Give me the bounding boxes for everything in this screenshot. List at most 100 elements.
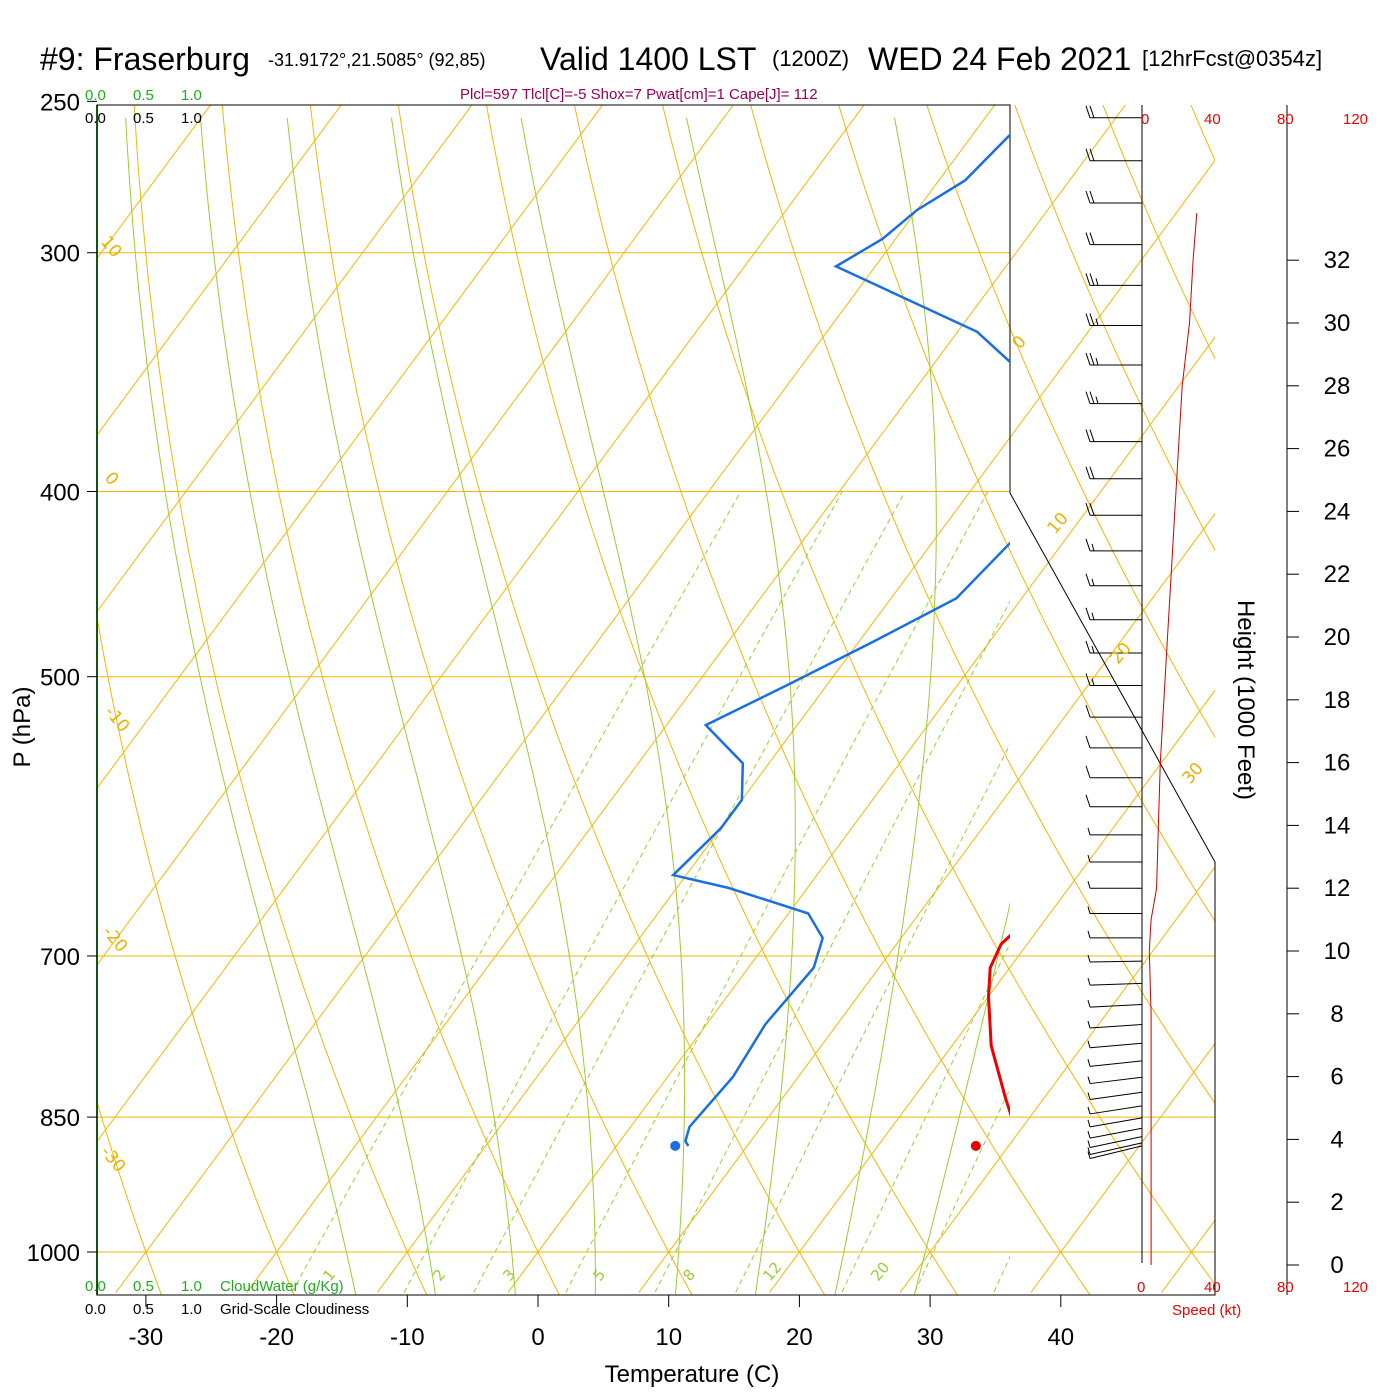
height-tick-label: 8 bbox=[1330, 1001, 1343, 1028]
height-tick-label: 18 bbox=[1324, 687, 1351, 714]
wind-barb bbox=[1085, 232, 1142, 246]
indices-line: Plcl=597 Tlcl[C]=-5 Shox=7 Pwat[cm]=1 Ca… bbox=[460, 86, 818, 103]
wind-barb bbox=[1087, 1076, 1143, 1085]
isotherm-label-left: -10 bbox=[100, 702, 133, 736]
cloudwater-tick-bottom-1: 0.5 bbox=[133, 1278, 154, 1295]
wind-barb-flag bbox=[1085, 148, 1091, 161]
height-tick-label: 26 bbox=[1324, 436, 1351, 463]
speed-tick-bottom-0: 0 bbox=[1137, 1279, 1145, 1296]
wind-barb-staff bbox=[1089, 1127, 1143, 1139]
dry-adiabat bbox=[485, 105, 958, 1295]
wind-barb bbox=[1087, 977, 1143, 986]
wind-barb-flag bbox=[1085, 429, 1091, 442]
wind-barb-staff bbox=[1089, 1117, 1143, 1128]
moist-adiabat bbox=[686, 117, 796, 1295]
height-axis-title: Height (1000 Feet) bbox=[1232, 600, 1259, 800]
wind-barb-flag bbox=[1089, 190, 1095, 204]
x-tick-label: 40 bbox=[1047, 1324, 1074, 1351]
wind-barb-flag bbox=[1085, 313, 1091, 326]
mixing-ratio-label: 20 bbox=[867, 1258, 893, 1284]
wind-barb-flag bbox=[1085, 673, 1091, 686]
dry-adiabat bbox=[750, 105, 1215, 1105]
wind-barb bbox=[1085, 105, 1142, 119]
wind-barb-flag bbox=[1085, 573, 1091, 586]
wind-barb bbox=[1085, 429, 1142, 443]
isotherm-line bbox=[97, 105, 865, 1143]
y-tick-label: 400 bbox=[40, 479, 80, 506]
moist-adiabat bbox=[200, 117, 436, 1295]
cloudwater-tick-2: 1.0 bbox=[181, 87, 202, 104]
height-tick-label: 22 bbox=[1324, 561, 1351, 588]
speed-tick-bottom-3: 120 bbox=[1343, 1279, 1368, 1296]
wind-barb-half bbox=[1087, 854, 1091, 863]
isotherm-label: 20 bbox=[1107, 639, 1136, 668]
wind-barb-flag bbox=[1085, 607, 1091, 620]
isotherm-line bbox=[899, 866, 1215, 1293]
dry-adiabat bbox=[221, 105, 560, 1295]
speed-profile-line bbox=[1148, 213, 1198, 1265]
wind-barb-flag bbox=[1089, 105, 1095, 118]
height-tick-label: 20 bbox=[1324, 624, 1351, 651]
isotherm-line bbox=[97, 105, 342, 436]
title-zulu: (1200Z) bbox=[772, 46, 849, 71]
wind-barb-half bbox=[1095, 396, 1099, 404]
mixing-ratio-line bbox=[563, 491, 989, 1295]
height-tick-label: 32 bbox=[1324, 247, 1351, 274]
wind-barb bbox=[1085, 352, 1142, 366]
wind-barb-flag bbox=[1085, 273, 1091, 286]
cloudiness-label: Grid-Scale Cloudiness bbox=[220, 1301, 369, 1318]
dry-adiabat bbox=[1349, 68, 1400, 1316]
wind-barb-flag bbox=[1085, 538, 1091, 552]
wind-barb-staff bbox=[1089, 1003, 1143, 1008]
wind-barb bbox=[1085, 573, 1142, 587]
height-tick-label: 4 bbox=[1330, 1126, 1343, 1153]
y-tick-label: 500 bbox=[40, 665, 80, 692]
height-tick-label: 6 bbox=[1330, 1064, 1343, 1091]
wind-barb-staff bbox=[1089, 1105, 1143, 1115]
wind-barb-half bbox=[1087, 930, 1091, 938]
dry-adiabat bbox=[1190, 105, 1215, 162]
moist-adiabat bbox=[913, 902, 1010, 1295]
speed-tick-bottom-2: 80 bbox=[1277, 1279, 1294, 1296]
wind-barb-flag bbox=[1085, 765, 1091, 778]
wind-barb bbox=[1087, 1040, 1143, 1049]
wind-barb-staff bbox=[1089, 1136, 1143, 1148]
isotherm-line bbox=[1030, 1042, 1215, 1293]
wind-barb bbox=[1087, 1105, 1143, 1115]
wind-barb-staff bbox=[1089, 1023, 1143, 1029]
cloudiness-tick-bottom-0: 0.0 bbox=[85, 1301, 106, 1318]
wind-barb-half bbox=[1087, 1000, 1091, 1008]
wind-barb-flag bbox=[1085, 105, 1091, 118]
wind-barb-half bbox=[1087, 1106, 1091, 1115]
wind-barb-flag bbox=[1089, 429, 1095, 442]
isotherm-line bbox=[115, 105, 996, 1293]
isotherm-label: 0 bbox=[1009, 332, 1031, 353]
wind-barb-flag bbox=[1085, 704, 1091, 718]
wind-barb-staff bbox=[1089, 982, 1143, 986]
wind-barb bbox=[1085, 607, 1142, 621]
mixing-ratio-line bbox=[289, 491, 742, 1295]
isotherm-label-left: -20 bbox=[98, 922, 131, 956]
wind-barb bbox=[1085, 313, 1142, 327]
cloudiness-tick-bottom-2: 1.0 bbox=[181, 1301, 202, 1318]
wind-barb bbox=[1087, 1145, 1143, 1159]
height-tick-label: 12 bbox=[1324, 875, 1351, 902]
moist-adiabat bbox=[125, 117, 357, 1295]
speed-tick-top-1: 40 bbox=[1204, 111, 1221, 128]
cloudiness-tick-2: 1.0 bbox=[181, 110, 202, 127]
wind-barb-half bbox=[1091, 578, 1095, 586]
mixing-ratio-line bbox=[992, 1255, 1010, 1295]
cloudwater-label: CloudWater (g/Kg) bbox=[220, 1278, 344, 1295]
mixing-ratio-line bbox=[653, 600, 1010, 1295]
wind-barb-half bbox=[1087, 827, 1091, 835]
wind-barb-staff bbox=[1089, 960, 1143, 963]
dry-adiabat bbox=[97, 1100, 162, 1295]
height-tick-label: 14 bbox=[1324, 812, 1351, 839]
wind-barb-flag bbox=[1089, 148, 1095, 161]
wind-barb-half bbox=[1087, 881, 1091, 889]
wind-barb-flag bbox=[1089, 503, 1095, 516]
mixing-ratio-line bbox=[912, 1087, 1010, 1295]
moist-adiabat bbox=[286, 117, 516, 1295]
